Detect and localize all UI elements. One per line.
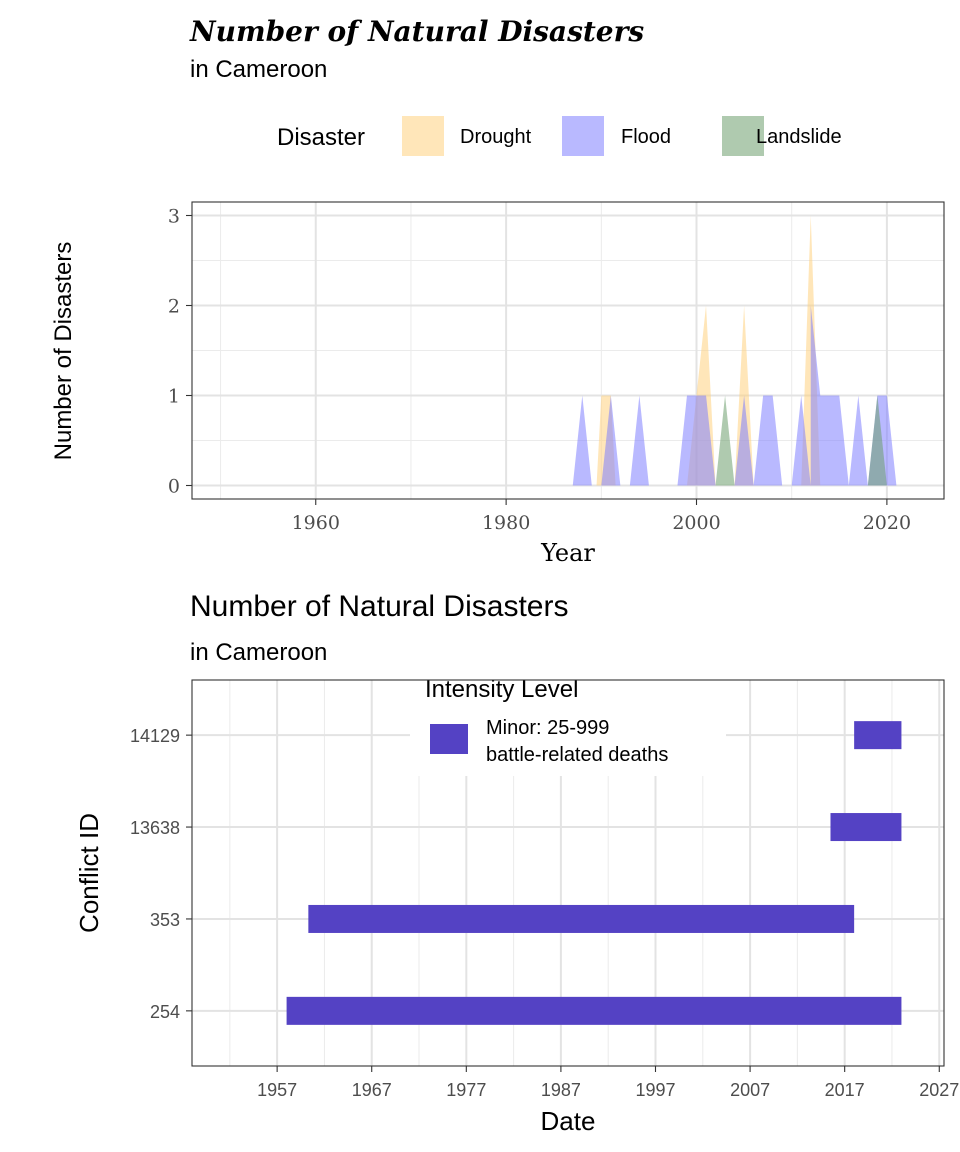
- bar-conflict-254: [286, 996, 902, 1025]
- top-x-tick-label: 1980: [482, 512, 530, 534]
- bottom-x-tick-label: 2007: [730, 1080, 770, 1100]
- legend-swatch-flood: [562, 116, 604, 156]
- legend-label-drought: Drought: [460, 126, 532, 148]
- bottom-legend: Intensity Level Minor: 25-999 battle-rel…: [410, 676, 726, 776]
- top-y-tick-label: 2: [168, 296, 180, 318]
- top-legend: Disaster Drought Flood Landslide: [277, 116, 842, 156]
- bottom-x-tick-label: 1987: [541, 1080, 581, 1100]
- top-area-series: [572, 215, 897, 486]
- top-axis-ticks: 1960 1980 2000 2020 0 1 2 3: [168, 206, 911, 535]
- top-x-tick-label: 1960: [292, 512, 340, 534]
- bottom-y-tick-label: 13638: [130, 818, 180, 838]
- bottom-legend-label-line1: Minor: 25-999: [486, 717, 609, 739]
- bottom-y-tick-label: 254: [150, 1002, 180, 1022]
- area-landslide: [715, 395, 887, 486]
- bottom-y-tick-label: 353: [150, 910, 180, 930]
- top-legend-title: Disaster: [277, 124, 365, 151]
- top-chart: Number of Natural Disasters in Cameroon …: [50, 15, 945, 567]
- bottom-chart: Number of Natural Disasters in Cameroon …: [74, 590, 959, 1136]
- bottom-x-tick-label: 2027: [919, 1080, 959, 1100]
- top-y-tick-label: 1: [168, 386, 180, 408]
- bottom-x-tick-label: 1997: [635, 1080, 675, 1100]
- legend-swatch-landslide: [722, 116, 764, 156]
- legend-label-landslide: Landslide: [756, 126, 842, 148]
- bottom-legend-swatch: [430, 724, 468, 754]
- legend-swatch-drought: [402, 116, 444, 156]
- bottom-y-axis-label: Conflict ID: [74, 813, 104, 933]
- bottom-y-tick-label: 14129: [130, 726, 180, 746]
- bottom-x-tick-label: 1957: [257, 1080, 297, 1100]
- top-y-tick-label: 3: [168, 206, 180, 228]
- bottom-x-tick-label: 2017: [825, 1080, 865, 1100]
- top-chart-title: Number of Natural Disasters: [189, 15, 644, 48]
- bottom-x-axis-label: Date: [541, 1106, 596, 1136]
- top-y-axis-label: Number of Disasters: [50, 242, 77, 461]
- bottom-x-tick-label: 1977: [446, 1080, 486, 1100]
- area-flood: [572, 305, 897, 486]
- bottom-bars: [286, 721, 902, 1025]
- top-x-tick-label: 2020: [863, 512, 911, 534]
- bottom-legend-label-line2: battle-related deaths: [486, 744, 668, 766]
- bottom-chart-title: Number of Natural Disasters: [190, 590, 568, 623]
- top-x-tick-label: 2000: [672, 512, 720, 534]
- top-gridlines: [192, 202, 944, 499]
- top-plot-border: [191, 201, 945, 500]
- top-y-tick-label: 0: [168, 476, 180, 498]
- top-x-axis-label: Year: [540, 539, 595, 567]
- bar-conflict-14129: [854, 721, 902, 750]
- bar-conflict-353: [308, 904, 855, 933]
- bar-conflict-13638: [830, 813, 902, 842]
- bottom-chart-subtitle: in Cameroon: [190, 639, 327, 666]
- top-chart-subtitle: in Cameroon: [190, 56, 327, 83]
- legend-label-flood: Flood: [621, 126, 671, 148]
- bottom-axis-ticks: 1957 1967 1977 1987 1997 2007 2017 2027 254 353 13…: [130, 726, 959, 1100]
- bottom-plot-border: [191, 679, 945, 1067]
- bottom-x-tick-label: 1967: [352, 1080, 392, 1100]
